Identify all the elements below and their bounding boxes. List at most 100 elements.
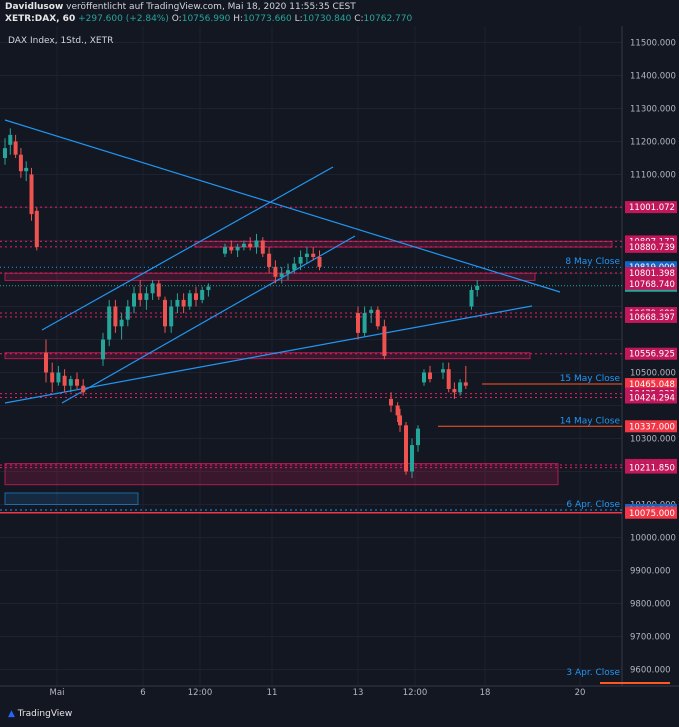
candle-body (50, 372, 55, 383)
price-tag-label: 10211.850 (629, 464, 675, 474)
candle-body (56, 372, 61, 383)
candle-body (356, 313, 360, 333)
candle-body (458, 382, 463, 393)
symbol-label[interactable]: XETR:DAX, 60 (5, 14, 76, 24)
tradingview-logo-icon: ▲ (8, 709, 15, 719)
price-tag-label: 10556.925 (629, 350, 675, 360)
trendline-ascending-lower (4, 305, 533, 404)
candle-body (260, 240, 265, 254)
price-tick-label: 10300.000 (630, 435, 676, 445)
price-tag-bg (625, 277, 677, 290)
candle-body (132, 293, 136, 307)
price-tick-label: 10500.000 (630, 369, 676, 379)
price-tick-label: 11200.000 (630, 138, 676, 148)
level-annotation-label: 6 Apr. Close (566, 500, 620, 510)
candle-body (175, 299, 180, 307)
l-value: 10730.840 (302, 14, 352, 24)
candle-body (18, 154, 23, 172)
level-annotation-label: 3 Apr. Close (566, 668, 620, 678)
price-tag-label: 10801.398 (629, 269, 675, 279)
candle-body (8, 134, 13, 145)
price-tick-label: 11500.000 (630, 39, 676, 49)
h-value: 10773.660 (243, 14, 292, 24)
candle-body (138, 293, 143, 300)
price-tag-bg (625, 201, 677, 214)
tradingview-footer[interactable]: ▲ TradingView (8, 709, 72, 719)
candle-body (44, 352, 48, 373)
candle-body (279, 273, 284, 277)
price-tag-bg (625, 420, 677, 433)
zone-10556 (4, 352, 531, 360)
price-tag-label: 10075.000 (629, 509, 675, 519)
price-tick-label: 10000.000 (630, 534, 676, 544)
candle-body (81, 385, 86, 393)
candle-body (267, 253, 272, 267)
candle-body (241, 243, 246, 248)
candle-body (422, 372, 426, 383)
price-tag-bg (625, 506, 677, 519)
time-tick-label: 20 (575, 688, 586, 698)
candle-body (410, 445, 414, 472)
price-tag-bg (625, 378, 677, 391)
candle-body (150, 283, 155, 294)
l-label: L: (294, 14, 303, 24)
price-tag-bg (625, 347, 677, 360)
candles (3, 128, 480, 479)
candle-body (229, 247, 234, 251)
time-tick-label: 6 (140, 688, 145, 698)
level-annotation-label: 14 May Close (560, 416, 621, 426)
tradingview-label: TradingView (17, 709, 73, 719)
price-tag-label: 10880.739 (629, 243, 675, 253)
price-tag-label: 10668.397 (629, 313, 675, 323)
time-tick-label: Mai (50, 688, 65, 698)
chart-header-publisher: Davidlusow veröffentlicht auf TradingVie… (5, 1, 679, 13)
candle-body (206, 286, 211, 290)
zone-10801-10768 (4, 272, 536, 281)
candle-body (446, 369, 451, 389)
candle-body (404, 425, 408, 472)
price-tag-label: 11001.072 (629, 203, 675, 213)
candle-body (286, 270, 290, 274)
candle-body (144, 293, 149, 300)
candle-body (248, 243, 253, 248)
trendlines (4, 119, 561, 404)
trendline-channel-upper (41, 166, 334, 331)
candle-body (317, 257, 322, 267)
candle-body (75, 379, 79, 386)
author-name[interactable]: Davidlusow (5, 2, 64, 12)
trendline-channel-lower (61, 235, 356, 404)
candle-body (362, 313, 367, 333)
time-axis[interactable]: Mai 6 12:00 11 13 12:00 18 20 (50, 688, 586, 698)
candle-body (273, 266, 278, 277)
candle-body (428, 372, 432, 380)
trendline-descending (4, 119, 561, 293)
candle-body (200, 290, 205, 300)
candle-body (441, 369, 445, 373)
chart-header-ohlc: XETR:DAX, 60 +297.600 (+2.84%) O:10756.9… (5, 13, 679, 25)
levels (0, 206, 670, 684)
candle-body (24, 167, 29, 172)
candle-body (101, 339, 105, 360)
candle-body (475, 285, 480, 290)
candle-body (119, 319, 124, 327)
candle-body (223, 247, 227, 254)
candle-body (463, 382, 468, 386)
price-tag-label: 10337.000 (629, 422, 675, 432)
candle-body (311, 253, 316, 257)
candle-body (469, 290, 474, 307)
h-label: H: (233, 14, 244, 24)
candle-body (235, 247, 240, 251)
price-tick-label: 9800.000 (630, 600, 671, 610)
candle-body (254, 240, 259, 248)
level-annotations: 8 May Close 15 May Close 14 May Close 6 Apr… (560, 257, 621, 678)
c-value: 10762.770 (363, 14, 413, 24)
candle-body (13, 141, 18, 155)
zone-10219-10211 (4, 463, 559, 486)
time-tick-label: 12:00 (403, 688, 428, 698)
c-label: C: (354, 14, 364, 24)
price-tag-bg (625, 310, 677, 323)
candle-body (398, 415, 402, 426)
price-axis[interactable]: 11500.000 11400.000 11300.000 11200.000 1110… (625, 39, 677, 676)
price-tag-bg (625, 461, 677, 474)
